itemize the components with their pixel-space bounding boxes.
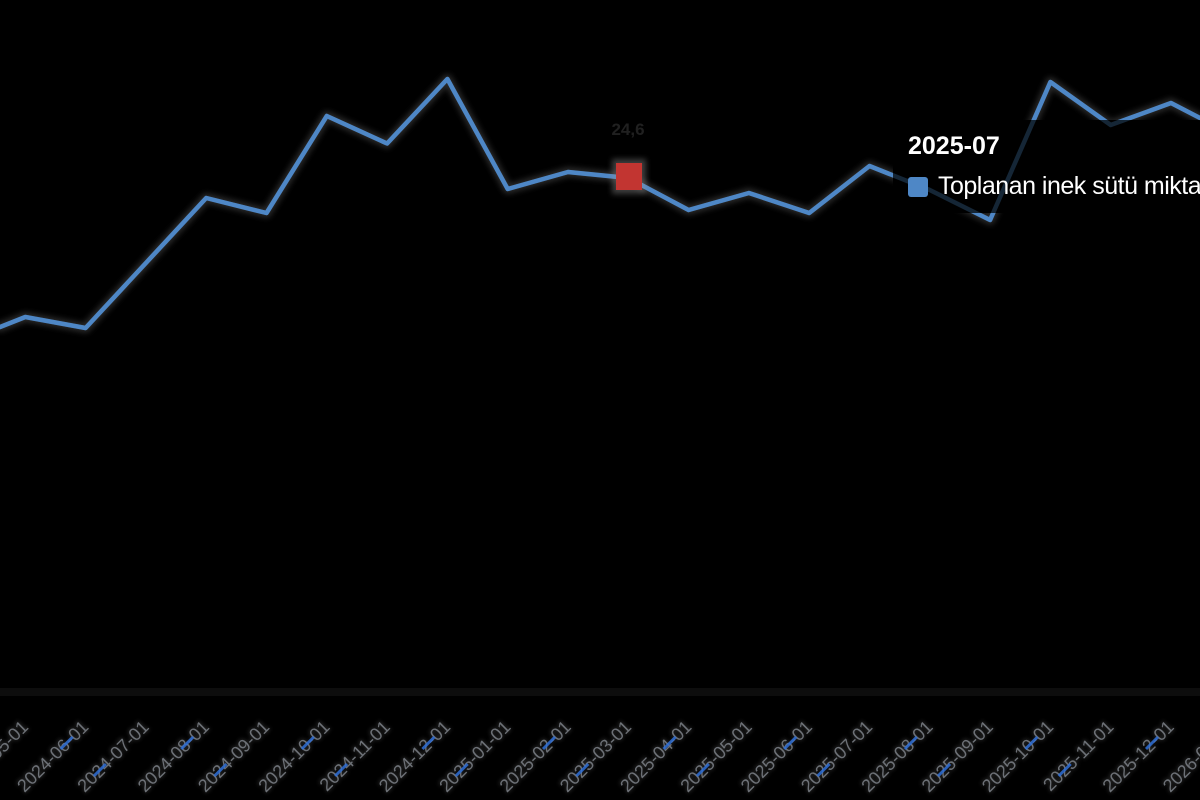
svg-text:2025-07: 2025-07 — [908, 132, 1000, 160]
svg-text:24,6: 24,6 — [611, 120, 644, 139]
svg-text:Toplanan inek sütü miktarı: Toplanan inek sütü miktarı — [938, 172, 1200, 200]
